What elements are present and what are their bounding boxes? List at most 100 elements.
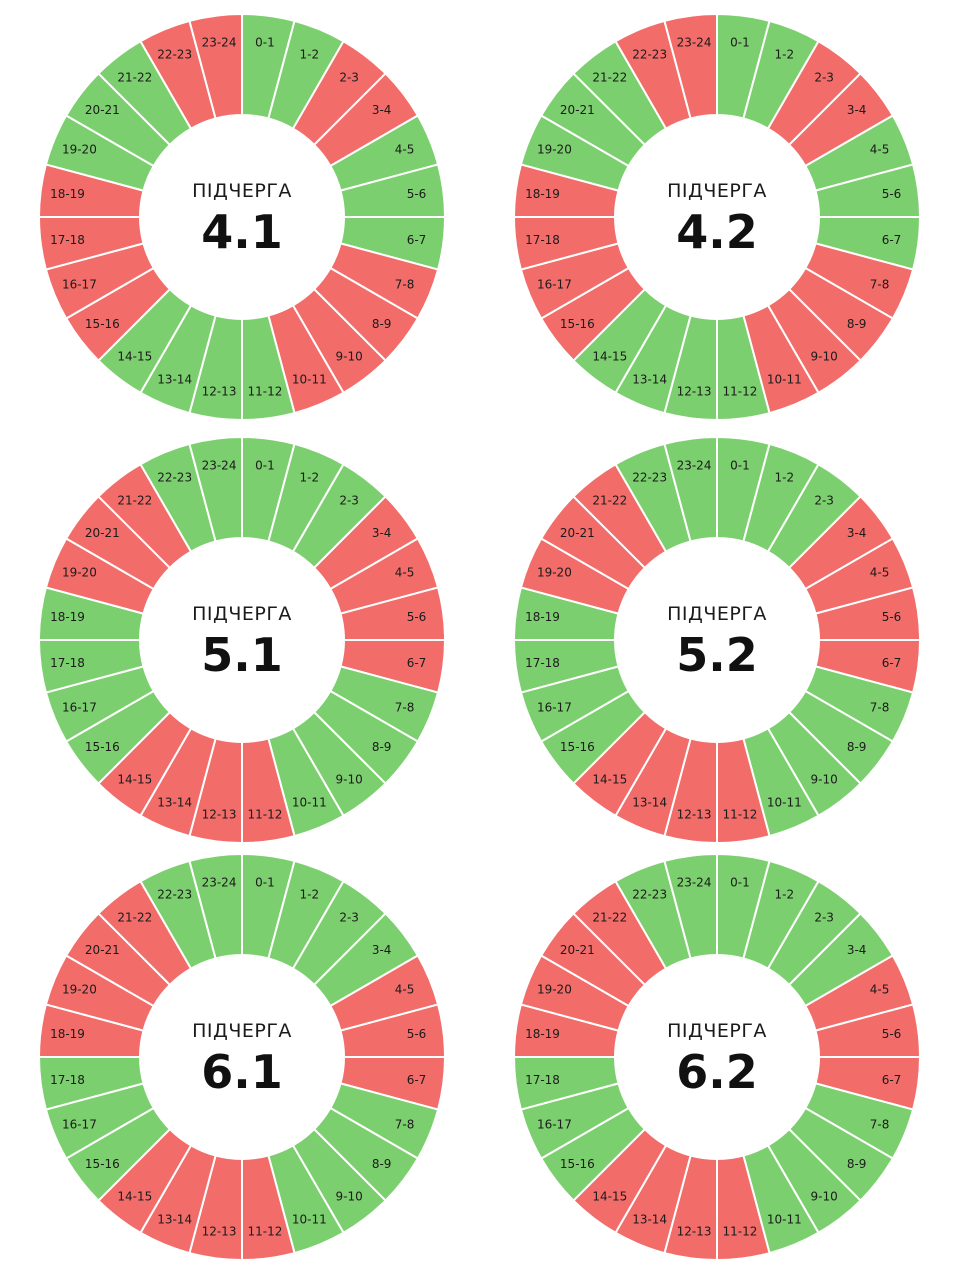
hour-label: 23-24	[677, 876, 712, 890]
wheel-title: 4.1	[201, 205, 283, 259]
hour-label: 0-1	[730, 876, 750, 890]
hour-label: 1-2	[300, 470, 320, 484]
hour-label: 20-21	[560, 526, 595, 540]
hour-label: 9-10	[336, 350, 363, 364]
hour-label: 19-20	[62, 983, 97, 997]
wheel-subtitle: ПІДЧЕРГА	[192, 603, 292, 625]
hour-label: 12-13	[202, 1224, 237, 1238]
hour-label: 21-22	[592, 493, 627, 507]
hour-label: 1-2	[300, 887, 320, 901]
hour-label: 16-17	[62, 1117, 97, 1131]
hour-label: 18-19	[525, 187, 560, 201]
hour-label: 8-9	[847, 1157, 867, 1171]
hour-label: 15-16	[85, 1157, 120, 1171]
hour-label: 17-18	[50, 233, 85, 247]
hour-label: 16-17	[537, 700, 572, 714]
hour-label: 5-6	[882, 610, 902, 624]
hour-label: 22-23	[632, 47, 667, 61]
wheel-svg: 0-1 1-2 2-3 3-4 4-5 5-6 6-7 7-8 8-9 9-10 10-11 11-1…	[37, 435, 447, 845]
hour-label: 2-3	[339, 70, 359, 84]
hour-label: 19-20	[62, 143, 97, 157]
hour-label: 13-14	[632, 796, 667, 810]
wheel-subtitle: ПІДЧЕРГА	[667, 1020, 767, 1042]
hour-label: 12-13	[677, 384, 712, 398]
hour-label: 21-22	[592, 70, 627, 84]
hour-label: 10-11	[767, 373, 802, 387]
hour-label: 7-8	[395, 277, 415, 291]
hour-label: 19-20	[537, 983, 572, 997]
wheel-svg: 0-1 1-2 2-3 3-4 4-5 5-6 6-7 7-8 8-9 9-10 10-11 11-1…	[512, 435, 922, 845]
hour-label: 13-14	[632, 1213, 667, 1227]
hour-label: 10-11	[292, 373, 327, 387]
hour-label: 4-5	[870, 983, 890, 997]
hour-label: 5-6	[407, 610, 427, 624]
hour-label: 11-12	[248, 1224, 283, 1238]
hour-label: 17-18	[525, 233, 560, 247]
hour-label: 6-7	[882, 656, 902, 670]
hour-label: 11-12	[723, 384, 758, 398]
hour-label: 10-11	[767, 1213, 802, 1227]
hour-label: 12-13	[677, 1224, 712, 1238]
hour-label: 5-6	[407, 187, 427, 201]
hour-label: 22-23	[157, 470, 192, 484]
wheel-title: 4.2	[676, 205, 758, 259]
hour-label: 19-20	[537, 566, 572, 580]
hour-label: 23-24	[202, 876, 237, 890]
hour-label: 9-10	[811, 1190, 838, 1204]
hour-segment-23-24-power-on	[188, 435, 243, 543]
hour-label: 12-13	[202, 384, 237, 398]
wheel-title: 5.1	[201, 628, 283, 682]
hour-label: 5-6	[407, 1027, 427, 1041]
hour-label: 20-21	[560, 103, 595, 117]
hour-label: 19-20	[537, 143, 572, 157]
hour-label: 21-22	[117, 493, 152, 507]
hour-label: 4-5	[395, 983, 415, 997]
hour-label: 7-8	[870, 1117, 890, 1131]
hour-label: 14-15	[117, 350, 152, 364]
hour-label: 6-7	[882, 233, 902, 247]
hour-label: 17-18	[50, 1073, 85, 1087]
hour-label: 16-17	[537, 1117, 572, 1131]
hour-label: 13-14	[632, 373, 667, 387]
hour-label: 6-7	[882, 1073, 902, 1087]
hour-label: 6-7	[407, 233, 427, 247]
hour-label: 22-23	[157, 47, 192, 61]
hour-label: 17-18	[525, 1073, 560, 1087]
hour-label: 1-2	[300, 47, 320, 61]
hour-label: 22-23	[157, 887, 192, 901]
hour-label: 14-15	[117, 1190, 152, 1204]
hour-label: 1-2	[775, 887, 795, 901]
hour-label: 9-10	[336, 773, 363, 787]
hour-label: 21-22	[117, 910, 152, 924]
hour-label: 0-1	[255, 459, 275, 473]
hour-label: 15-16	[560, 740, 595, 754]
hour-label: 8-9	[847, 317, 867, 331]
hour-label: 15-16	[560, 1157, 595, 1171]
hour-segment-23-24-power-on	[663, 852, 718, 960]
hour-label: 4-5	[395, 143, 415, 157]
hour-label: 8-9	[372, 1157, 392, 1171]
hour-label: 9-10	[811, 350, 838, 364]
hour-label: 9-10	[811, 773, 838, 787]
hour-label: 4-5	[395, 566, 415, 580]
hour-label: 23-24	[677, 36, 712, 50]
hour-label: 2-3	[339, 493, 359, 507]
hour-label: 19-20	[62, 566, 97, 580]
wheel-svg: 0-1 1-2 2-3 3-4 4-5 5-6 6-7 7-8 8-9 9-10 10-11 11-1…	[512, 852, 922, 1262]
hour-label: 15-16	[560, 317, 595, 331]
hour-segment-23-24-power-on	[663, 435, 718, 543]
hour-label: 3-4	[372, 526, 392, 540]
hour-label: 6-7	[407, 1073, 427, 1087]
hour-label: 18-19	[50, 1027, 85, 1041]
hour-label: 7-8	[870, 700, 890, 714]
wheel-svg: 0-1 1-2 2-3 3-4 4-5 5-6 6-7 7-8 8-9 9-10 10-11 11-1…	[37, 852, 447, 1262]
hour-label: 8-9	[847, 740, 867, 754]
hour-label: 14-15	[592, 1190, 627, 1204]
hour-segment-23-24-power-off	[663, 12, 718, 120]
wheel-title: 5.2	[676, 628, 758, 682]
hour-label: 6-7	[407, 656, 427, 670]
hour-label: 13-14	[157, 796, 192, 810]
hour-label: 3-4	[847, 103, 867, 117]
wheel-svg: 0-1 1-2 2-3 3-4 4-5 5-6 6-7 7-8 8-9 9-10 10-11 11-1…	[512, 12, 922, 422]
schedule-wheel-6-1: 0-1 1-2 2-3 3-4 4-5 5-6 6-7 7-8 8-9 9-10 10-11 11-1…	[37, 852, 447, 1262]
